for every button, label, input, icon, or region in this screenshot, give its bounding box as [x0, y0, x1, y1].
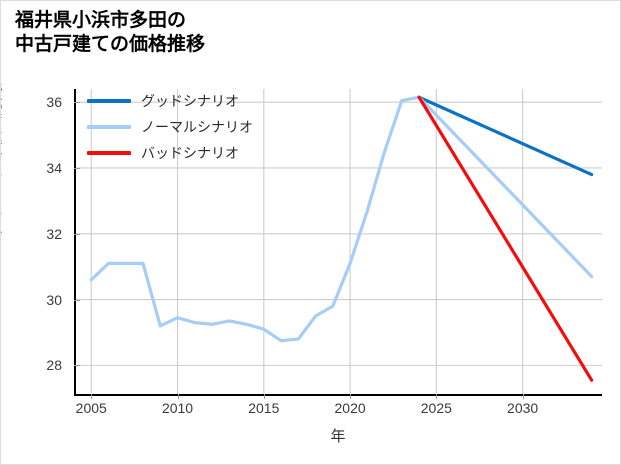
y-tick-mark	[74, 365, 80, 367]
x-tick-mark	[522, 394, 524, 399]
series-lines	[89, 95, 594, 382]
x-tick-label: 2010	[161, 400, 194, 416]
legend-label: グッドシナリオ	[141, 93, 239, 109]
chart-legend: グッドシナリオ ノーマルシナリオ バッドシナリオ	[87, 93, 253, 161]
series-line	[89, 95, 421, 343]
x-tick-mark	[263, 394, 265, 399]
legend-color-swatch	[87, 99, 131, 103]
y-tick-mark	[74, 299, 80, 301]
gridlines	[74, 89, 602, 395]
x-axis-label: 年	[330, 428, 346, 445]
y-axis-label: 坪（3.3㎡）単価（万円）	[0, 71, 4, 242]
x-axis-line	[74, 394, 602, 396]
x-tick-mark	[436, 394, 438, 399]
y-axis-line	[74, 89, 76, 395]
series-line	[417, 95, 594, 382]
legend-item[interactable]: ノーマルシナリオ	[87, 119, 253, 135]
x-tick-mark	[177, 394, 179, 399]
legend-color-swatch	[87, 151, 131, 155]
x-tick-mark	[91, 394, 93, 399]
series-line	[417, 95, 594, 279]
legend-label: バッドシナリオ	[141, 145, 239, 161]
legend-item[interactable]: グッドシナリオ	[87, 93, 253, 109]
x-tick-label: 2015	[248, 400, 280, 416]
legend-label: ノーマルシナリオ	[141, 119, 253, 135]
y-tick-label: 36	[46, 94, 62, 111]
x-tick-label: 2025	[420, 400, 452, 416]
legend-color-swatch	[87, 125, 131, 129]
series-line	[417, 95, 594, 177]
y-tick-label: 30	[46, 291, 62, 308]
y-tick-label: 32	[46, 225, 62, 242]
x-tick-label: 2030	[507, 400, 539, 416]
y-tick-label: 34	[46, 159, 62, 176]
chart-svg	[74, 89, 602, 395]
y-tick-label: 28	[46, 357, 62, 374]
y-tick-mark	[74, 167, 80, 169]
chart-title: 福井県小浜市多田の 中古戸建ての価格推移	[15, 10, 206, 56]
y-tick-mark	[74, 102, 80, 104]
x-tick-label: 2005	[75, 400, 107, 416]
plot-area	[74, 89, 602, 395]
y-tick-mark	[74, 233, 80, 235]
legend-item[interactable]: バッドシナリオ	[87, 145, 253, 161]
x-tick-label: 2020	[334, 400, 366, 416]
x-tick-mark	[350, 394, 352, 399]
